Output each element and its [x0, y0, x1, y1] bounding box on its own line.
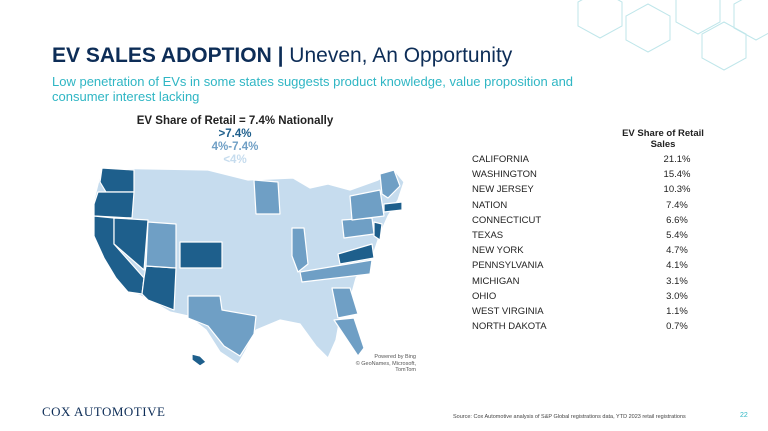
page-number: 22 — [740, 412, 748, 419]
state-massachusetts — [383, 201, 403, 213]
legend-mid: 4%-7.4% — [211, 141, 259, 153]
map-legend: EV Share of Retail = 7.4% Nationally >7.… — [120, 115, 350, 167]
legend-title: EV Share of Retail = 7.4% Nationally — [136, 115, 334, 127]
row-value: 3.1% — [666, 275, 688, 287]
row-value: 5.4% — [666, 229, 688, 241]
table-row: CONNECTICUT 6.6% — [472, 213, 707, 228]
row-state: WASHINGTON — [472, 169, 537, 181]
row-value: 6.6% — [666, 214, 688, 226]
cox-automotive-logo: COX AUTOMOTIVE — [42, 404, 166, 419]
state-hawaii — [191, 353, 207, 367]
row-state: CALIFORNIA — [472, 154, 530, 165]
legend-low: <4% — [223, 154, 247, 166]
table-row: NEW JERSEY 10.3% — [472, 182, 707, 197]
table-row: CALIFORNIA 21.1% — [472, 152, 707, 167]
state-utah — [145, 221, 177, 269]
table-row: WEST VIRGINIA 1.1% — [472, 304, 707, 319]
table-row: WASHINGTON 15.4% — [472, 167, 707, 182]
title-rest: Uneven, An Opportunity — [283, 44, 513, 67]
state-pennsylvania — [341, 217, 375, 239]
map-attribution: Powered by Bing © GeoNames, Microsoft, T… — [336, 354, 416, 374]
attribution-sources: © GeoNames, Microsoft, TomTom — [355, 360, 416, 374]
row-value: 3.0% — [666, 290, 688, 302]
state-minnesota — [253, 179, 281, 215]
ev-share-table: CALIFORNIA 21.1% WASHINGTON 15.4% NEW JERSEY… — [472, 152, 707, 334]
source-note: Source: Cox Automotive analysis of S&P G… — [453, 414, 686, 420]
row-value: 0.7% — [666, 321, 688, 333]
table-row: OHIO 3.0% — [472, 289, 707, 304]
state-arizona — [141, 265, 177, 311]
row-state: NATION — [472, 199, 508, 211]
row-state: TEXAS — [472, 229, 504, 241]
table-row: NATION 7.4% — [472, 198, 707, 213]
state-illinois — [291, 227, 309, 273]
row-state: PENNSYLVANIA — [472, 260, 544, 272]
state-new-york — [349, 189, 385, 221]
state-florida — [333, 317, 365, 357]
title-bold: EV SALES ADOPTION | — [52, 44, 284, 67]
table-row: PENNSYLVANIA 4.1% — [472, 258, 707, 273]
row-value: 4.7% — [666, 245, 688, 257]
row-value: 1.1% — [666, 305, 688, 317]
row-state: NEW JERSEY — [472, 184, 534, 196]
legend-high: >7.4% — [218, 128, 252, 140]
state-oregon — [93, 191, 135, 219]
state-new-jersey — [373, 221, 383, 241]
state-washington — [99, 167, 135, 193]
row-value: 21.1% — [663, 154, 691, 165]
table-header: EV Share of Retail Sales — [622, 128, 704, 150]
state-nevada — [113, 217, 149, 271]
table-row: NEW YORK 4.7% — [472, 243, 707, 258]
row-state: WEST VIRGINIA — [472, 305, 544, 317]
row-state: OHIO — [472, 290, 497, 302]
state-texas — [187, 295, 257, 357]
row-value: 10.3% — [663, 184, 691, 196]
page-title: EV SALES ADOPTION | Uneven, An Opportuni… — [52, 44, 512, 68]
state-new-england — [379, 169, 401, 199]
row-state: NEW YORK — [472, 245, 524, 257]
row-value: 15.4% — [663, 169, 691, 181]
row-state: CONNECTICUT — [472, 214, 542, 226]
page-subtitle: Low penetration of EVs in some states su… — [52, 74, 574, 104]
state-virginia — [337, 243, 375, 265]
attribution-powered: Powered by Bing — [374, 354, 416, 360]
state-colorado — [179, 241, 223, 269]
state-tennessee-north-carolina — [299, 259, 373, 283]
us-ev-share-map — [93, 167, 405, 367]
table-row: MICHIGAN 3.1% — [472, 274, 707, 289]
row-state: NORTH DAKOTA — [472, 321, 547, 333]
row-value: 4.1% — [666, 260, 688, 272]
table-row: TEXAS 5.4% — [472, 228, 707, 243]
table-row: NORTH DAKOTA 0.7% — [472, 319, 707, 334]
row-state: MICHIGAN — [472, 275, 520, 287]
row-value: 7.4% — [666, 199, 688, 211]
state-georgia — [331, 287, 359, 319]
hexagon-decoration — [577, 0, 768, 71]
